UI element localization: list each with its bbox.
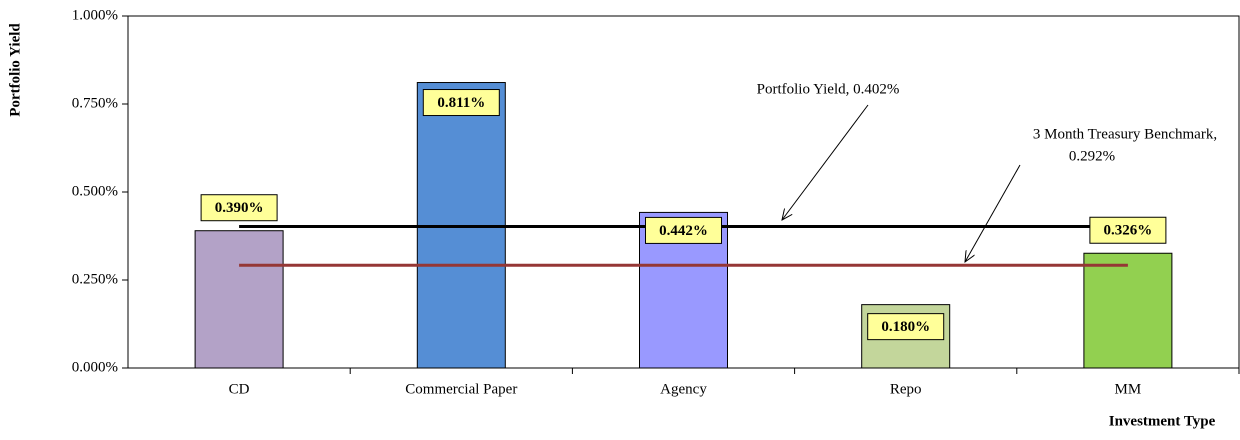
- value-label-box: [422, 89, 500, 117]
- x-tick-label: Commercial Paper: [405, 381, 517, 397]
- bar: [1083, 252, 1173, 369]
- value-label: 0.326%: [1104, 223, 1153, 239]
- value-label-box: [645, 216, 722, 244]
- x-axis-title: Investment Type: [1109, 413, 1216, 429]
- annotation-arrow: [782, 104, 869, 220]
- x-tick-label: CD: [229, 381, 250, 397]
- x-tick-label: MM: [1115, 381, 1142, 397]
- annotation: 3 Month Treasury Benchmark,: [1033, 126, 1217, 142]
- value-label: 0.390%: [215, 200, 264, 216]
- value-label: 0.180%: [881, 319, 930, 335]
- annotation: 0.292%: [1069, 148, 1115, 164]
- x-tick-label: Repo: [890, 381, 922, 397]
- x-tick-label: Agency: [660, 381, 707, 397]
- annotation: Portfolio Yield, 0.402%: [757, 81, 900, 97]
- y-tick-label: 0.250%: [72, 271, 118, 287]
- value-label-box: [867, 313, 945, 341]
- value-label-box: [200, 194, 278, 222]
- bar: [194, 230, 284, 369]
- value-label-box: [1089, 216, 1167, 244]
- y-tick-label: 0.750%: [72, 95, 118, 111]
- y-tick-label: 1.000%: [72, 7, 118, 23]
- value-label: 0.442%: [659, 223, 708, 239]
- y-tick-label: 0.500%: [72, 183, 118, 199]
- y-tick-label: 0.000%: [72, 359, 118, 375]
- annotation-arrow: [965, 164, 1021, 262]
- y-axis-title: Portfolio Yield: [7, 23, 23, 117]
- value-label: 0.811%: [437, 95, 485, 111]
